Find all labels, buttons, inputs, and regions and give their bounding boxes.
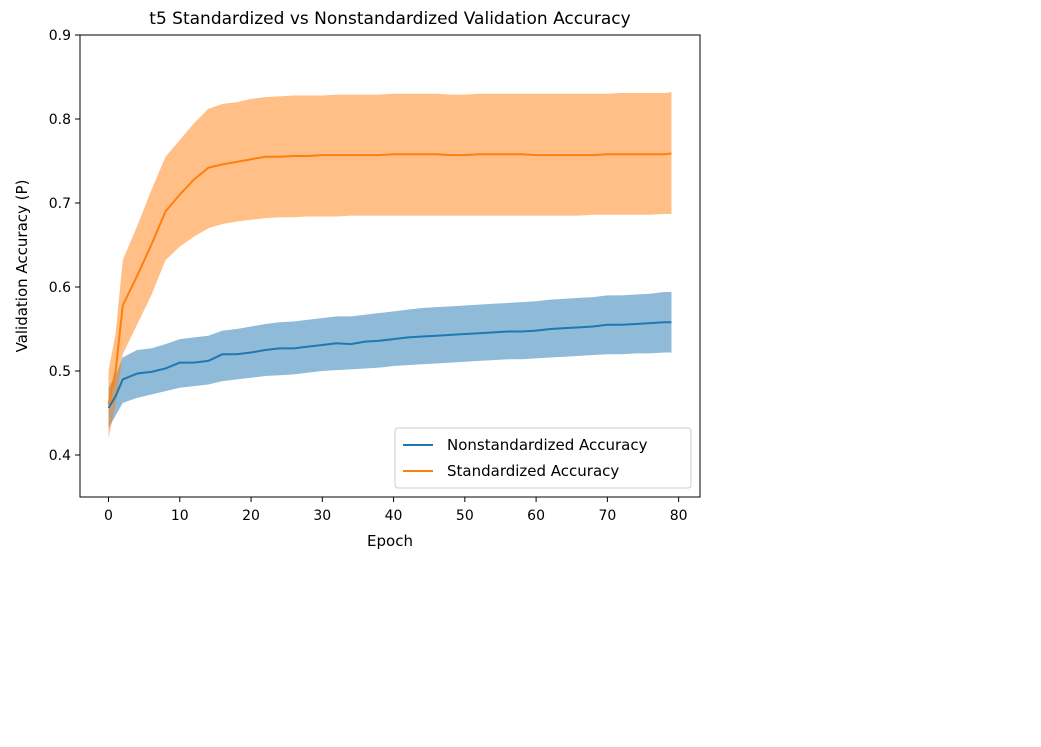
y-tick-label: 0.7 bbox=[49, 196, 71, 212]
x-tick-label: 70 bbox=[598, 508, 616, 524]
y-tick-label: 0.9 bbox=[49, 28, 71, 44]
x-tick-label: 80 bbox=[670, 508, 688, 524]
series-0-confidence-band bbox=[108, 292, 672, 429]
x-tick-label: 40 bbox=[385, 508, 403, 524]
y-axis-label: Validation Accuracy (P) bbox=[13, 180, 31, 353]
y-tick-label: 0.8 bbox=[49, 112, 71, 128]
x-axis-label: Epoch bbox=[367, 532, 413, 550]
plot-area bbox=[107, 92, 672, 439]
legend-label-1: Standardized Accuracy bbox=[447, 462, 619, 480]
series-1-confidence-band bbox=[108, 92, 672, 439]
legend: Nonstandardized Accuracy Standardized Acc… bbox=[394, 427, 692, 489]
x-axis: 0 10 20 30 40 50 60 70 80 bbox=[104, 497, 688, 524]
x-tick-label: 10 bbox=[171, 508, 189, 524]
y-tick-label: 0.5 bbox=[49, 364, 71, 380]
axes-frame bbox=[79, 34, 701, 498]
y-tick-label: 0.4 bbox=[49, 448, 71, 464]
x-tick-label: 20 bbox=[242, 508, 260, 524]
chart-title: t5 Standardized vs Nonstandardized Valid… bbox=[149, 9, 630, 29]
x-tick-label: 0 bbox=[104, 508, 113, 524]
series-0-line bbox=[107, 321, 672, 409]
series-1-line bbox=[107, 152, 672, 405]
legend-box bbox=[394, 427, 692, 489]
legend-label-0: Nonstandardized Accuracy bbox=[447, 436, 648, 454]
x-tick-label: 50 bbox=[456, 508, 474, 524]
y-tick-label: 0.6 bbox=[49, 280, 71, 296]
y-axis: 0.4 0.5 0.6 0.7 0.8 0.9 bbox=[49, 28, 80, 464]
x-tick-label: 60 bbox=[527, 508, 545, 524]
x-tick-label: 30 bbox=[313, 508, 331, 524]
